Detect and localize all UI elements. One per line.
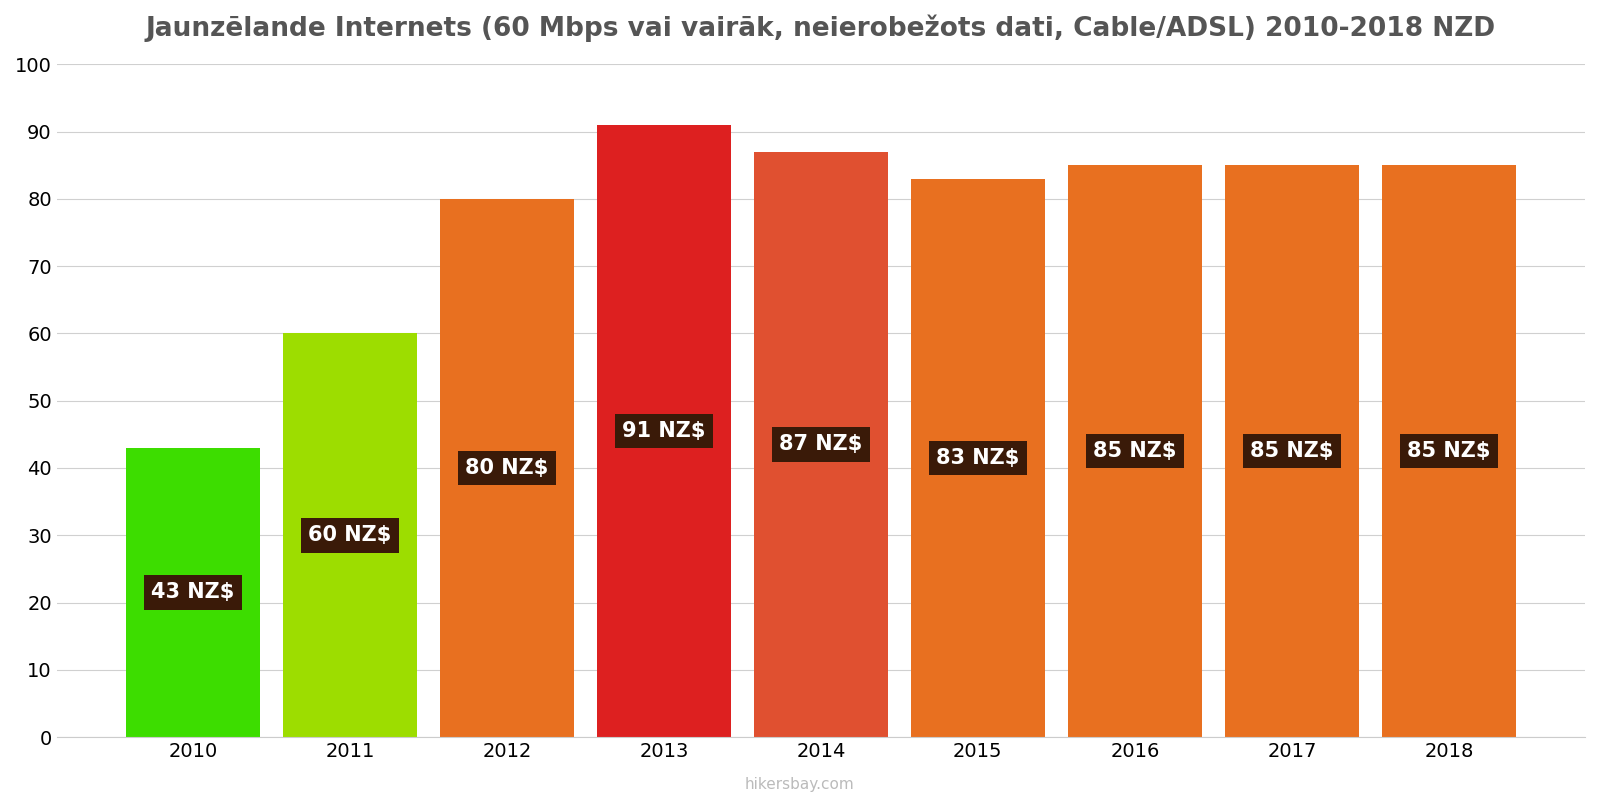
Bar xyxy=(126,448,259,737)
Bar xyxy=(283,334,416,737)
Text: 43 NZ$: 43 NZ$ xyxy=(152,582,235,602)
Bar xyxy=(1226,166,1358,737)
Text: 83 NZ$: 83 NZ$ xyxy=(936,448,1019,468)
Text: 91 NZ$: 91 NZ$ xyxy=(622,421,706,441)
Bar xyxy=(597,125,731,737)
Text: hikersbay.com: hikersbay.com xyxy=(746,777,854,792)
Text: 87 NZ$: 87 NZ$ xyxy=(779,434,862,454)
Bar xyxy=(1382,166,1515,737)
Text: 85 NZ$: 85 NZ$ xyxy=(1093,441,1176,461)
Text: 85 NZ$: 85 NZ$ xyxy=(1406,441,1491,461)
Text: 85 NZ$: 85 NZ$ xyxy=(1250,441,1333,461)
Bar xyxy=(440,199,574,737)
Bar xyxy=(1069,166,1202,737)
Title: Jaunzēlande Internets (60 Mbps vai vairāk, neierobežots dati, Cable/ADSL) 2010-2: Jaunzēlande Internets (60 Mbps vai vairā… xyxy=(146,15,1496,42)
Text: 60 NZ$: 60 NZ$ xyxy=(309,526,392,546)
Bar xyxy=(754,152,888,737)
Bar xyxy=(910,178,1045,737)
Text: 80 NZ$: 80 NZ$ xyxy=(466,458,549,478)
